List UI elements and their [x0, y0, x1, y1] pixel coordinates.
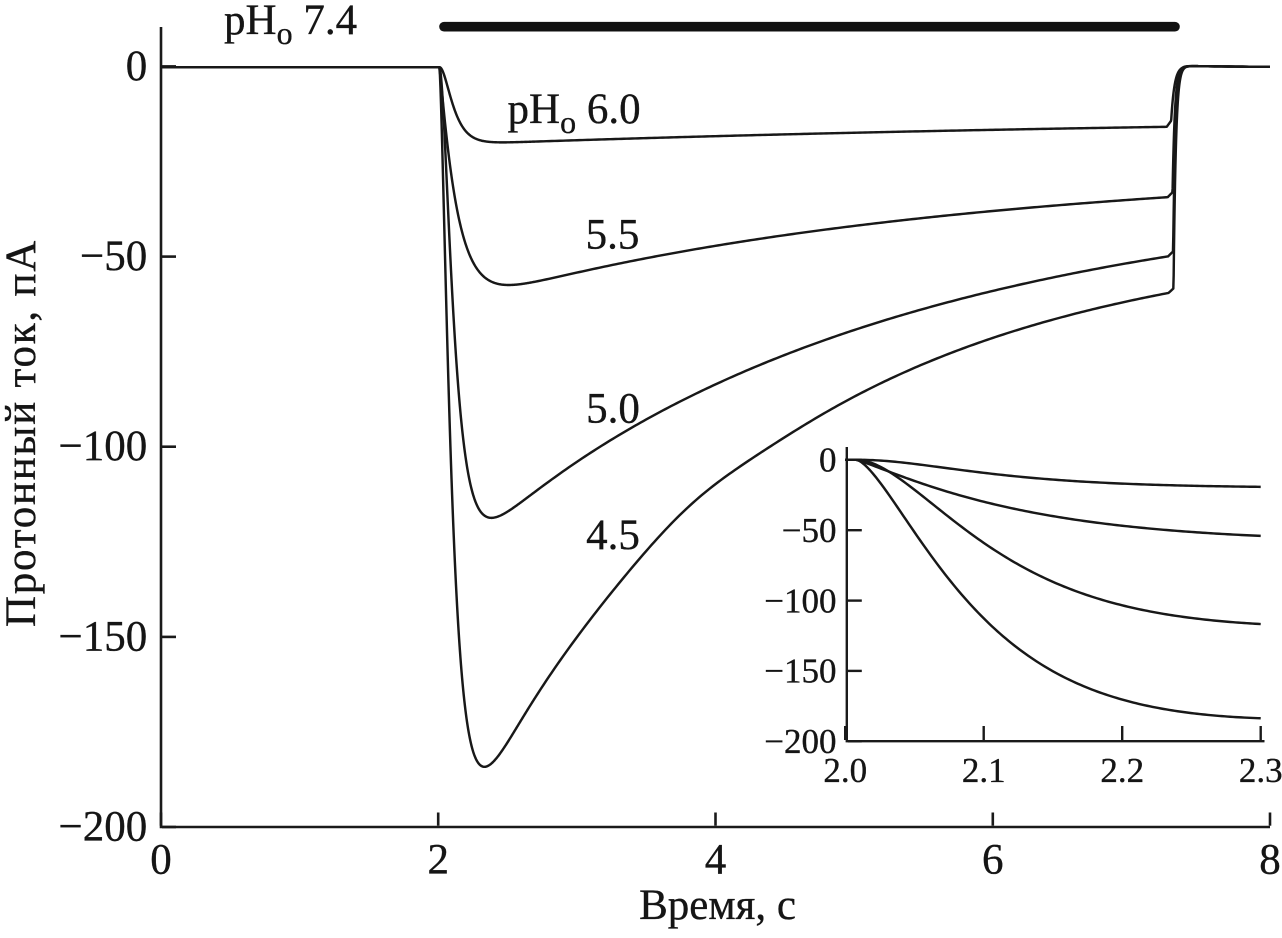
- svg-text:2.0: 2.0: [823, 751, 867, 790]
- svg-text:−100: −100: [59, 423, 148, 470]
- svg-text:Протонный ток, пА: Протонный ток, пА: [0, 239, 45, 627]
- svg-text:5.5: 5.5: [586, 212, 640, 259]
- svg-text:pHо 7.4: pHо 7.4: [224, 0, 357, 51]
- svg-text:2.2: 2.2: [1100, 751, 1144, 790]
- svg-text:8: 8: [1259, 836, 1281, 883]
- svg-text:2: 2: [427, 836, 449, 883]
- svg-text:−200: −200: [59, 804, 148, 851]
- svg-text:6: 6: [982, 836, 1004, 883]
- svg-text:0: 0: [126, 43, 148, 90]
- svg-text:−200: −200: [764, 722, 836, 761]
- svg-text:2.1: 2.1: [962, 751, 1006, 790]
- svg-text:0: 0: [819, 441, 837, 480]
- svg-text:−100: −100: [764, 581, 836, 620]
- svg-text:−150: −150: [59, 613, 148, 660]
- svg-text:−50: −50: [80, 233, 147, 280]
- svg-text:2.3: 2.3: [1239, 751, 1282, 790]
- svg-text:4.5: 4.5: [586, 512, 640, 559]
- svg-text:4: 4: [705, 836, 727, 883]
- svg-text:−50: −50: [782, 511, 837, 550]
- svg-text:Время, с: Время, с: [639, 882, 796, 929]
- svg-text:−150: −150: [764, 652, 836, 691]
- svg-text:0: 0: [150, 836, 172, 883]
- svg-text:5.0: 5.0: [586, 386, 640, 433]
